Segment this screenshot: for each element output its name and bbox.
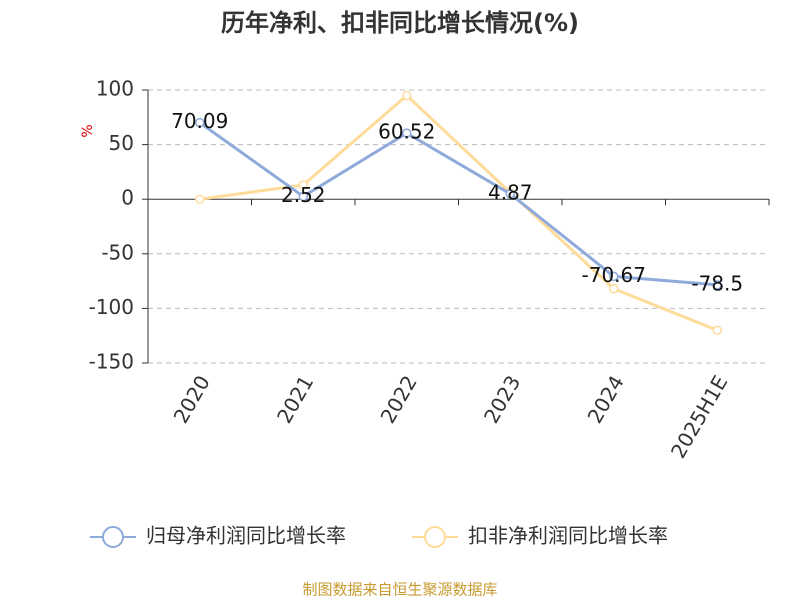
chart-title: 历年净利、扣非同比增长情况(%): [221, 9, 579, 37]
y-axis-label: %: [80, 124, 96, 137]
legend-label: 扣非净利润同比增长率: [468, 524, 668, 548]
point-marker: [195, 194, 205, 204]
data-label: 4.87: [488, 180, 533, 204]
y-tick-label: -50: [101, 240, 134, 264]
x-tick-label: 2023: [479, 371, 525, 427]
point-marker: [195, 117, 205, 128]
point-marker: [609, 283, 619, 294]
source-note: 制图数据来自恒生聚源数据库: [302, 581, 497, 599]
y-tick-label: -150: [89, 350, 134, 374]
x-tick-label: 2024: [583, 371, 629, 427]
series-line: [198, 121, 718, 287]
y-tick-label: 0: [121, 186, 134, 210]
point-marker: [505, 189, 515, 199]
point-marker: [402, 128, 412, 138]
x-tick-label: 2022: [376, 371, 422, 427]
data-label: 60.52: [378, 120, 435, 144]
data-label: -78.5: [691, 271, 743, 295]
x-tick-label: 2025H1E: [666, 371, 732, 462]
point-marker: [712, 280, 722, 290]
point-marker: [609, 271, 619, 282]
x-tick-label: 2021: [272, 371, 318, 427]
y-tick-label: 100: [96, 77, 134, 101]
point-marker: [298, 191, 308, 202]
point-marker: [712, 325, 722, 335]
data-label: 70.09: [171, 109, 228, 133]
x-tick-label: 2020: [169, 371, 215, 427]
point-marker: [298, 180, 308, 190]
legend-label: 归母净利润同比增长率: [146, 524, 346, 548]
data-label: 2.52: [281, 183, 326, 207]
point-marker: [402, 90, 412, 101]
legend-marker: [102, 526, 124, 548]
y-tick-label: 50: [109, 131, 134, 155]
series-line: [199, 93, 718, 332]
data-label: -70.67: [582, 263, 646, 287]
legend-marker: [424, 526, 446, 548]
y-tick-label: -100: [89, 295, 134, 319]
